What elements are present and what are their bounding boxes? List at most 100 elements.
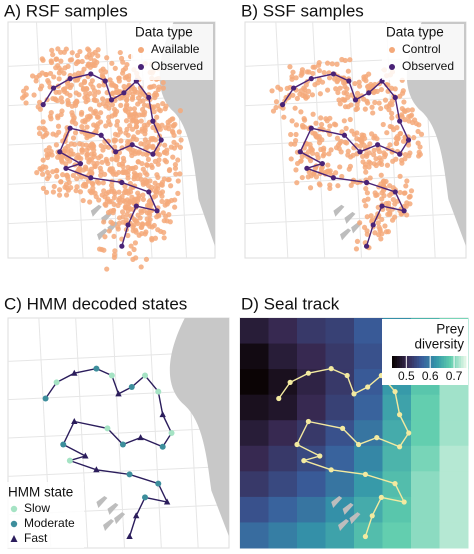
legend-bg bbox=[382, 319, 468, 385]
track-point bbox=[63, 165, 69, 171]
sample-point bbox=[314, 151, 320, 158]
sample-point bbox=[58, 155, 64, 161]
sample-point bbox=[139, 224, 145, 230]
sample-point bbox=[90, 142, 96, 148]
sample-point bbox=[327, 131, 333, 138]
track-point bbox=[115, 390, 122, 397]
sample-point bbox=[75, 59, 81, 65]
track-point bbox=[301, 458, 307, 464]
track-point bbox=[401, 499, 407, 505]
island bbox=[338, 519, 350, 531]
sample-point bbox=[367, 175, 373, 181]
sample-point bbox=[54, 167, 60, 174]
sample-point bbox=[120, 219, 126, 225]
sample-point bbox=[76, 166, 82, 172]
sample-point bbox=[341, 90, 347, 96]
colorbar-segment bbox=[392, 356, 395, 368]
sample-point bbox=[74, 52, 81, 59]
sample-point bbox=[162, 142, 168, 148]
track-point bbox=[297, 149, 303, 155]
sample-point bbox=[111, 254, 118, 260]
sample-point bbox=[288, 156, 294, 162]
sample-point bbox=[63, 192, 70, 198]
sample-point bbox=[125, 232, 131, 239]
sample-point bbox=[112, 131, 119, 137]
sample-point bbox=[341, 118, 347, 124]
colorbar-segment bbox=[404, 356, 408, 368]
sample-point bbox=[111, 194, 118, 201]
sample-point bbox=[65, 97, 71, 104]
sample-point bbox=[108, 188, 114, 194]
sample-point bbox=[23, 85, 29, 91]
heatmap-cell bbox=[411, 522, 440, 549]
heatmap-cell bbox=[240, 471, 269, 498]
sample-point bbox=[103, 123, 109, 129]
legend-key bbox=[10, 505, 18, 513]
sample-point bbox=[31, 92, 37, 98]
colorbar-segment bbox=[451, 356, 455, 368]
track-point bbox=[102, 78, 108, 84]
sample-point bbox=[389, 115, 395, 121]
sample-point bbox=[84, 147, 90, 153]
track-point bbox=[405, 137, 412, 143]
sample-point bbox=[43, 71, 49, 78]
sample-point bbox=[353, 246, 360, 252]
track-point bbox=[40, 102, 46, 108]
colorbar-segment bbox=[419, 356, 422, 368]
sample-point bbox=[55, 123, 62, 129]
sample-point bbox=[334, 135, 341, 141]
sample-point bbox=[387, 211, 393, 217]
heatmap-cell bbox=[297, 522, 326, 549]
sample-point bbox=[390, 196, 396, 203]
sample-point bbox=[152, 90, 159, 96]
sample-point bbox=[312, 131, 318, 137]
sample-point bbox=[51, 183, 57, 190]
sample-point bbox=[395, 135, 401, 141]
track-point bbox=[362, 533, 368, 540]
sample-point bbox=[55, 46, 61, 52]
sample-point bbox=[316, 140, 323, 146]
sample-point bbox=[54, 173, 60, 180]
heatmap-cell bbox=[268, 318, 298, 345]
sample-point bbox=[160, 210, 166, 216]
sample-point bbox=[100, 180, 106, 186]
sample-point bbox=[382, 97, 389, 103]
sample-point bbox=[130, 147, 136, 154]
sample-point bbox=[342, 57, 348, 64]
sample-point bbox=[293, 122, 300, 128]
sample-point bbox=[159, 189, 166, 195]
track-point bbox=[126, 533, 133, 539]
sample-point bbox=[81, 66, 87, 72]
track-point bbox=[375, 142, 381, 148]
sample-point bbox=[87, 113, 93, 119]
panel-title: B) SSF samples bbox=[241, 1, 364, 20]
sample-point bbox=[382, 223, 388, 229]
sample-point bbox=[109, 60, 115, 66]
sample-point bbox=[340, 96, 346, 102]
track-point bbox=[308, 125, 314, 131]
sample-point bbox=[109, 102, 115, 108]
track-point bbox=[108, 97, 115, 103]
sample-point bbox=[389, 217, 396, 223]
sample-point bbox=[139, 230, 145, 237]
track-point bbox=[351, 391, 357, 397]
track-point bbox=[71, 369, 78, 376]
sample-point bbox=[152, 193, 159, 199]
track-point bbox=[397, 151, 403, 157]
sample-point bbox=[117, 126, 123, 132]
sample-point bbox=[408, 188, 415, 194]
sample-point bbox=[361, 198, 367, 204]
sample-point bbox=[136, 193, 142, 199]
track-point bbox=[128, 384, 135, 390]
colorbar-segment bbox=[443, 356, 447, 368]
sample-point bbox=[275, 84, 281, 90]
sample-point bbox=[337, 85, 343, 91]
sample-point bbox=[39, 56, 45, 62]
sample-point bbox=[397, 131, 403, 137]
sample-point bbox=[398, 112, 405, 118]
island bbox=[96, 496, 108, 508]
sample-point bbox=[324, 87, 331, 93]
sample-point bbox=[50, 52, 56, 58]
sample-point bbox=[172, 161, 179, 168]
